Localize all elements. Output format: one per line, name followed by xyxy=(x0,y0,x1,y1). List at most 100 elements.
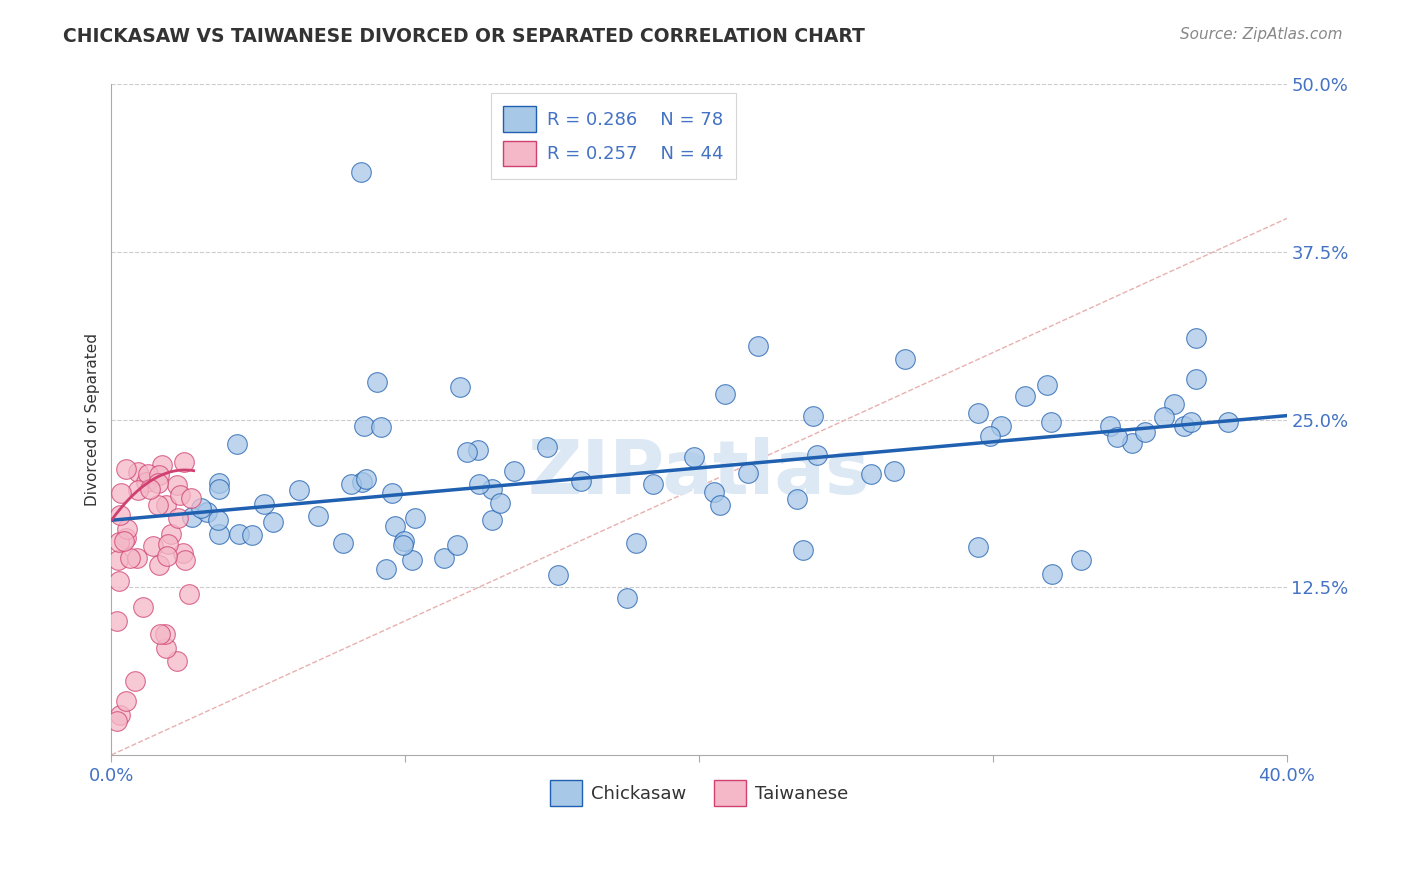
Point xyxy=(108,508,131,522)
Point xyxy=(115,531,138,545)
Point xyxy=(1035,378,1057,392)
Point xyxy=(392,538,415,552)
Point xyxy=(354,472,377,486)
Point xyxy=(703,485,725,500)
Point xyxy=(547,567,569,582)
Point xyxy=(166,654,188,668)
Point xyxy=(138,482,160,496)
Point xyxy=(142,539,165,553)
Point xyxy=(1153,409,1175,424)
Point xyxy=(683,450,706,465)
Point xyxy=(569,474,592,488)
Point xyxy=(806,448,828,462)
Point xyxy=(489,495,512,509)
Point xyxy=(148,468,170,483)
Point xyxy=(536,440,558,454)
Point xyxy=(195,505,218,519)
Point xyxy=(225,436,247,450)
Point xyxy=(375,562,398,576)
Point xyxy=(107,534,129,549)
Point xyxy=(786,491,808,506)
Text: Source: ZipAtlas.com: Source: ZipAtlas.com xyxy=(1180,27,1343,42)
Point xyxy=(979,429,1001,443)
Point xyxy=(155,498,177,512)
Point xyxy=(148,558,170,573)
Point xyxy=(149,627,172,641)
Point xyxy=(1216,415,1239,429)
Point xyxy=(714,386,737,401)
Point xyxy=(1039,415,1062,429)
Point xyxy=(146,498,169,512)
Point xyxy=(110,707,132,722)
Point xyxy=(253,497,276,511)
Point xyxy=(384,519,406,533)
Point xyxy=(1121,435,1143,450)
Point xyxy=(127,483,149,498)
Point xyxy=(352,475,374,489)
Point xyxy=(859,467,882,482)
Point xyxy=(468,477,491,491)
Point xyxy=(107,614,129,628)
Point xyxy=(401,553,423,567)
Point xyxy=(747,339,769,353)
Point xyxy=(366,375,388,389)
Point xyxy=(503,464,526,478)
Point xyxy=(624,536,647,550)
Point xyxy=(105,714,128,729)
Point xyxy=(156,549,179,563)
Point xyxy=(114,462,136,476)
Point xyxy=(155,640,177,655)
Text: CHICKASAW VS TAIWANESE DIVORCED OR SEPARATED CORRELATION CHART: CHICKASAW VS TAIWANESE DIVORCED OR SEPAR… xyxy=(63,27,865,45)
Point xyxy=(967,540,990,554)
Point xyxy=(180,491,202,506)
Point xyxy=(370,420,392,434)
Point xyxy=(120,551,142,566)
Point xyxy=(112,533,135,548)
Point xyxy=(737,466,759,480)
Point xyxy=(332,536,354,550)
Point xyxy=(190,500,212,515)
Point xyxy=(173,454,195,468)
Point xyxy=(339,477,361,491)
Point xyxy=(792,543,814,558)
Point xyxy=(990,419,1012,434)
Point xyxy=(1135,425,1157,439)
Point xyxy=(616,591,638,606)
Point xyxy=(1184,331,1206,345)
Point xyxy=(481,513,503,527)
Text: ZIPatlas: ZIPatlas xyxy=(527,437,870,510)
Point xyxy=(157,536,180,550)
Point xyxy=(1185,372,1208,386)
Point xyxy=(107,553,129,567)
Y-axis label: Divorced or Separated: Divorced or Separated xyxy=(86,334,100,506)
Point xyxy=(110,486,132,500)
Point xyxy=(263,515,285,529)
Point xyxy=(181,509,204,524)
Point xyxy=(132,600,155,615)
Point xyxy=(381,485,404,500)
Point xyxy=(146,475,169,490)
Point xyxy=(456,445,478,459)
Point xyxy=(169,488,191,502)
Point xyxy=(150,458,173,472)
Point xyxy=(350,164,373,178)
Point xyxy=(208,482,231,496)
Point xyxy=(1173,419,1195,434)
Point xyxy=(124,674,146,689)
Point xyxy=(1163,397,1185,411)
Point xyxy=(127,466,149,480)
Point xyxy=(467,442,489,457)
Point xyxy=(172,546,194,560)
Point xyxy=(108,574,131,588)
Point xyxy=(1180,415,1202,429)
Point xyxy=(125,551,148,566)
Point xyxy=(208,527,231,541)
Point xyxy=(240,527,263,541)
Point xyxy=(179,587,201,601)
Point xyxy=(115,522,138,536)
Point xyxy=(801,409,824,424)
Point xyxy=(166,511,188,525)
Point xyxy=(1040,566,1063,581)
Point xyxy=(228,527,250,541)
Point xyxy=(433,550,456,565)
